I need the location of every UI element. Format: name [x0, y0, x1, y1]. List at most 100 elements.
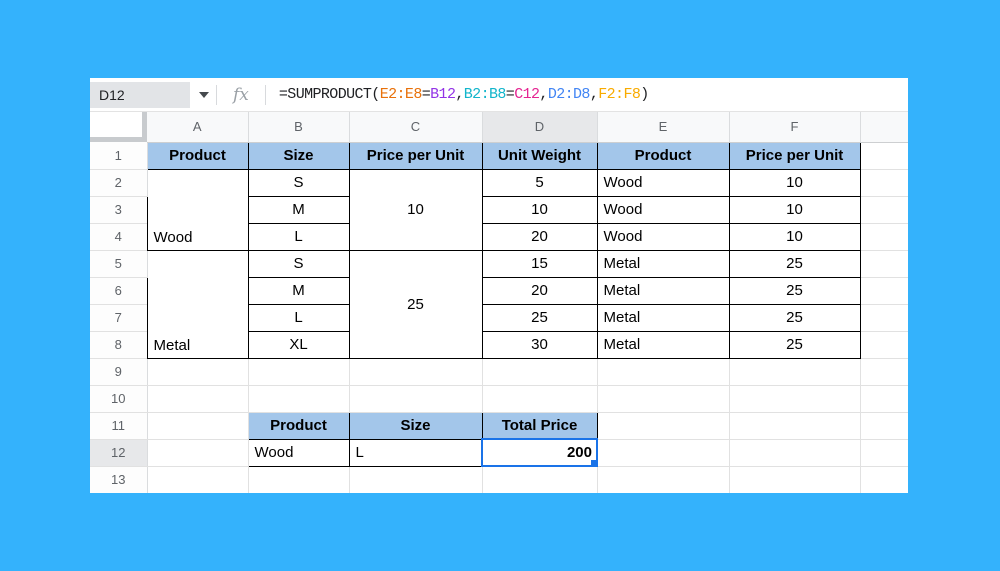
empty-cell[interactable]	[482, 385, 598, 413]
row-header-11[interactable]: 11	[90, 412, 148, 440]
empty-cell[interactable]	[860, 439, 908, 467]
cell-B6[interactable]: M	[247, 276, 350, 305]
row-header-3[interactable]: 3	[90, 196, 148, 224]
row-header-8[interactable]: 8	[90, 331, 148, 359]
row-header-2[interactable]: 2	[90, 169, 148, 197]
empty-cell[interactable]	[860, 142, 908, 170]
cell-D1[interactable]: Unit Weight	[481, 141, 598, 170]
empty-cell[interactable]	[729, 412, 861, 440]
column-header-extra[interactable]	[860, 112, 908, 143]
empty-cell[interactable]	[860, 412, 908, 440]
cell-D12-selected[interactable]: 200	[481, 438, 598, 467]
row-header-13[interactable]: 13	[90, 466, 148, 493]
cell-E1[interactable]: Product	[596, 141, 730, 170]
empty-cell[interactable]	[349, 358, 483, 386]
empty-cell[interactable]	[147, 412, 249, 440]
cell-E8[interactable]: Metal	[596, 330, 730, 359]
empty-cell[interactable]	[729, 385, 861, 413]
row-header-6[interactable]: 6	[90, 277, 148, 305]
empty-cell[interactable]	[147, 358, 249, 386]
empty-cell[interactable]	[482, 466, 598, 493]
column-header-D[interactable]: D	[482, 112, 598, 143]
empty-cell[interactable]	[349, 385, 483, 413]
cell-A5-A8-merged[interactable]: Metal	[146, 249, 249, 359]
row-header-5[interactable]: 5	[90, 250, 148, 278]
cell-F3[interactable]: 10	[728, 195, 861, 224]
row-header-7[interactable]: 7	[90, 304, 148, 332]
cell-E2[interactable]: Wood	[596, 168, 730, 197]
empty-cell[interactable]	[248, 385, 350, 413]
cell-B12[interactable]: Wood	[247, 438, 350, 467]
cell-A2-A4-merged[interactable]: Wood	[146, 168, 249, 251]
cell-B11[interactable]: Product	[247, 411, 350, 440]
empty-cell[interactable]	[349, 466, 483, 493]
cell-D6[interactable]: 20	[481, 276, 598, 305]
cell-E4[interactable]: Wood	[596, 222, 730, 251]
empty-cell[interactable]	[597, 358, 730, 386]
empty-cell[interactable]	[860, 331, 908, 359]
select-all-corner[interactable]	[90, 112, 147, 142]
empty-cell[interactable]	[860, 466, 908, 493]
cell-C5-C8-merged[interactable]: 25	[348, 249, 483, 359]
fill-handle[interactable]	[590, 459, 595, 464]
cell-A1[interactable]: Product	[146, 141, 249, 170]
cell-D2[interactable]: 5	[481, 168, 598, 197]
empty-cell[interactable]	[860, 223, 908, 251]
cell-B3[interactable]: M	[247, 195, 350, 224]
row-header-1[interactable]: 1	[90, 142, 148, 170]
name-box-dropdown-icon[interactable]	[199, 91, 209, 98]
cell-D8[interactable]: 30	[481, 330, 598, 359]
cell-D7[interactable]: 25	[481, 303, 598, 332]
cell-B5[interactable]: S	[247, 249, 350, 278]
cell-E6[interactable]: Metal	[596, 276, 730, 305]
row-header-4[interactable]: 4	[90, 223, 148, 251]
cell-F4[interactable]: 10	[728, 222, 861, 251]
empty-cell[interactable]	[147, 385, 249, 413]
cell-C2-C4-merged[interactable]: 10	[348, 168, 483, 251]
cell-B1[interactable]: Size	[247, 141, 350, 170]
column-header-B[interactable]: B	[248, 112, 350, 143]
cell-B4[interactable]: L	[247, 222, 350, 251]
column-header-F[interactable]: F	[729, 112, 861, 143]
column-header-A[interactable]: A	[147, 112, 249, 143]
empty-cell[interactable]	[860, 358, 908, 386]
cell-B7[interactable]: L	[247, 303, 350, 332]
empty-cell[interactable]	[147, 439, 249, 467]
empty-cell[interactable]	[248, 466, 350, 493]
empty-cell[interactable]	[597, 385, 730, 413]
empty-cell[interactable]	[248, 358, 350, 386]
cell-F6[interactable]: 25	[728, 276, 861, 305]
row-header-12[interactable]: 12	[90, 439, 148, 467]
cell-F2[interactable]: 10	[728, 168, 861, 197]
column-header-C[interactable]: C	[349, 112, 483, 143]
cell-E7[interactable]: Metal	[596, 303, 730, 332]
cell-D11[interactable]: Total Price	[481, 411, 598, 440]
empty-cell[interactable]	[147, 466, 249, 493]
empty-cell[interactable]	[729, 466, 861, 493]
cell-C12[interactable]: L	[348, 438, 483, 467]
cell-C1[interactable]: Price per Unit	[348, 141, 483, 170]
empty-cell[interactable]	[860, 196, 908, 224]
empty-cell[interactable]	[860, 304, 908, 332]
empty-cell[interactable]	[597, 439, 730, 467]
cell-F5[interactable]: 25	[728, 249, 861, 278]
cell-F7[interactable]: 25	[728, 303, 861, 332]
cell-E3[interactable]: Wood	[596, 195, 730, 224]
formula-input[interactable]: =SUMPRODUCT(E2:E8=B12,B2:B8=C12,D2:D8,F2…	[273, 86, 908, 103]
name-box[interactable]: D12	[90, 81, 190, 108]
cell-D4[interactable]: 20	[481, 222, 598, 251]
empty-cell[interactable]	[597, 466, 730, 493]
empty-cell[interactable]	[860, 385, 908, 413]
empty-cell[interactable]	[860, 250, 908, 278]
empty-cell[interactable]	[729, 439, 861, 467]
empty-cell[interactable]	[729, 358, 861, 386]
cell-F1[interactable]: Price per Unit	[728, 141, 861, 170]
empty-cell[interactable]	[597, 412, 730, 440]
cell-D5[interactable]: 15	[481, 249, 598, 278]
row-header-10[interactable]: 10	[90, 385, 148, 413]
cell-D3[interactable]: 10	[481, 195, 598, 224]
cell-C11[interactable]: Size	[348, 411, 483, 440]
empty-cell[interactable]	[482, 358, 598, 386]
cell-B8[interactable]: XL	[247, 330, 350, 359]
cell-B2[interactable]: S	[247, 168, 350, 197]
